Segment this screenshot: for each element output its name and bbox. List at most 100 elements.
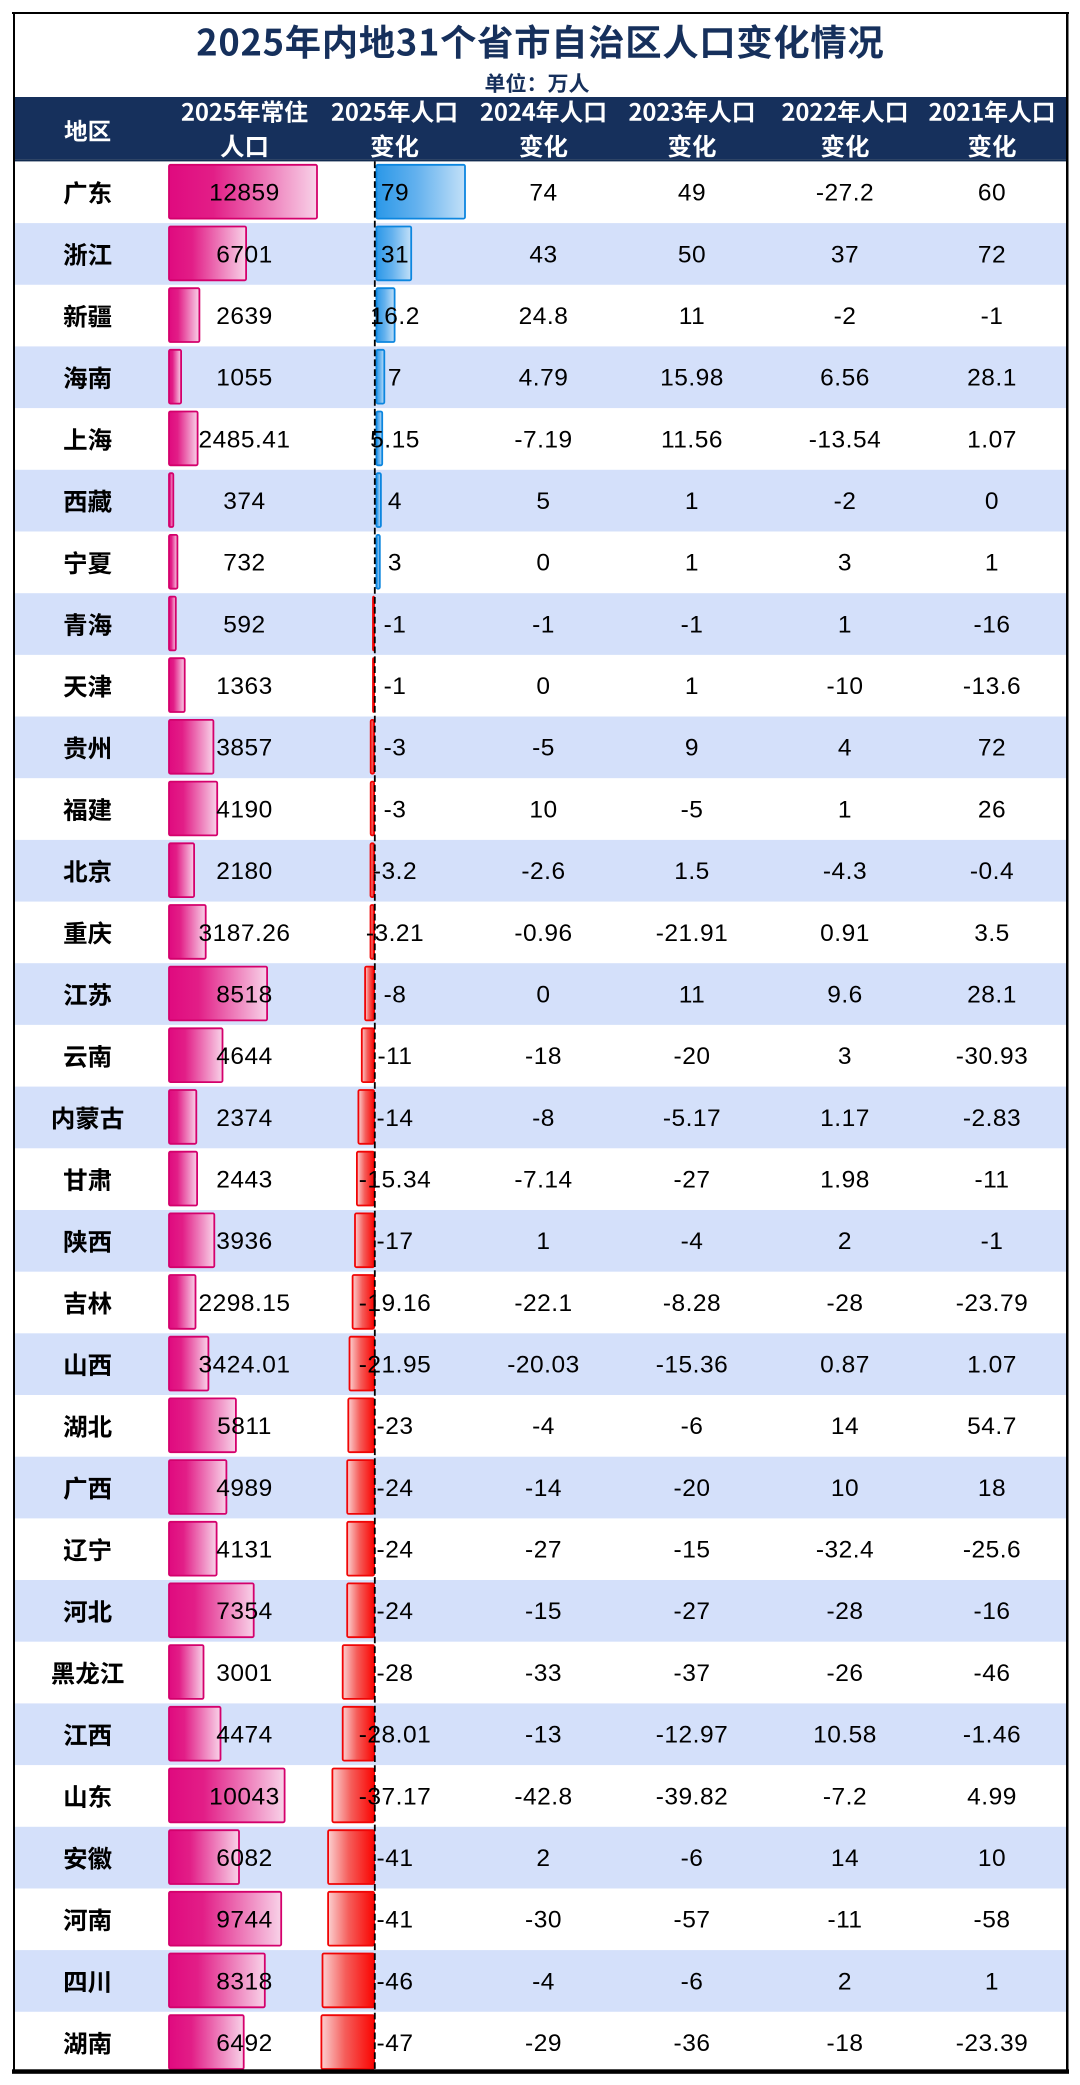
svg-text:0: 0 [536,981,550,1008]
svg-text:-15.34: -15.34 [359,1167,431,1194]
svg-text:-4: -4 [532,1413,555,1440]
svg-text:10: 10 [831,1475,859,1502]
svg-text:-20: -20 [674,1043,711,1070]
svg-text:0: 0 [536,550,550,577]
svg-text:-3.21: -3.21 [366,920,424,947]
svg-text:-8: -8 [532,1105,555,1132]
svg-text:-2: -2 [834,303,857,330]
svg-text:54.7: 54.7 [967,1413,1017,1440]
svg-text:-33: -33 [525,1660,562,1687]
svg-text:2443: 2443 [216,1167,273,1194]
svg-text:0.87: 0.87 [820,1352,870,1379]
svg-text:4: 4 [838,735,852,762]
svg-text:3187.26: 3187.26 [198,920,290,947]
svg-text:3: 3 [838,1043,852,1070]
svg-text:11.56: 11.56 [661,426,723,453]
svg-text:3424.01: 3424.01 [198,1352,290,1379]
svg-text:11: 11 [679,981,705,1008]
svg-text:3001: 3001 [216,1660,273,1687]
svg-text:-27: -27 [674,1167,711,1194]
svg-text:-42.8: -42.8 [514,1783,572,1810]
svg-text:49: 49 [678,180,706,207]
svg-text:4474: 4474 [216,1722,273,1749]
svg-text:-11: -11 [974,1167,1009,1194]
svg-text:-37.17: -37.17 [359,1783,431,1810]
svg-text:-1: -1 [981,303,1004,330]
svg-text:1.17: 1.17 [820,1105,870,1132]
svg-text:-27.2: -27.2 [816,180,874,207]
svg-text:24.8: 24.8 [519,303,569,330]
svg-text:50: 50 [678,241,706,268]
svg-text:6492: 6492 [216,2030,273,2057]
svg-text:2180: 2180 [216,858,273,885]
svg-text:15.98: 15.98 [660,365,724,392]
svg-text:-13.6: -13.6 [963,673,1021,700]
svg-text:-5.17: -5.17 [663,1105,721,1132]
svg-text:-3: -3 [384,796,407,823]
svg-text:1: 1 [985,550,999,577]
svg-text:5: 5 [536,488,550,515]
svg-text:-14: -14 [377,1105,414,1132]
svg-text:-18: -18 [827,2030,864,2057]
svg-text:-8.28: -8.28 [663,1290,721,1317]
svg-text:-6: -6 [681,1968,704,1995]
svg-text:-1: -1 [384,673,407,700]
svg-text:-7.14: -7.14 [514,1167,572,1194]
svg-text:-13.54: -13.54 [809,426,881,453]
svg-text:1: 1 [685,673,699,700]
svg-text:3857: 3857 [216,735,273,762]
svg-text:-16: -16 [974,1598,1011,1625]
svg-text:-28: -28 [827,1290,864,1317]
svg-text:-24: -24 [377,1475,414,1502]
svg-text:-23.79: -23.79 [956,1290,1028,1317]
svg-text:28.1: 28.1 [967,365,1017,392]
svg-text:-24: -24 [377,1598,414,1625]
svg-text:5.15: 5.15 [370,426,420,453]
svg-text:-47: -47 [377,2030,414,2057]
svg-text:-2.83: -2.83 [963,1105,1021,1132]
svg-text:0: 0 [536,673,550,700]
svg-text:0: 0 [985,488,999,515]
svg-text:-27: -27 [674,1598,711,1625]
svg-text:-26: -26 [827,1660,864,1687]
svg-text:-25.6: -25.6 [963,1537,1021,1564]
svg-text:-57: -57 [674,1907,711,1934]
svg-text:-0.96: -0.96 [514,920,572,947]
svg-text:-1: -1 [981,1228,1004,1255]
svg-text:14: 14 [831,1845,859,1872]
svg-text:18: 18 [978,1475,1006,1502]
svg-text:4989: 4989 [216,1475,273,1502]
svg-text:-8: -8 [384,981,407,1008]
svg-text:-11: -11 [377,1043,412,1070]
svg-text:31: 31 [381,241,409,268]
svg-text:-27: -27 [525,1537,562,1564]
svg-text:79: 79 [381,180,409,207]
svg-text:-20.03: -20.03 [507,1352,579,1379]
svg-text:-11: -11 [827,1907,862,1934]
svg-text:-14: -14 [525,1475,562,1502]
svg-text:3.5: 3.5 [974,920,1010,947]
svg-text:26: 26 [978,796,1006,823]
svg-text:0.91: 0.91 [820,920,870,947]
svg-text:2485.41: 2485.41 [198,426,290,453]
svg-text:4.79: 4.79 [519,365,569,392]
svg-text:60: 60 [978,180,1006,207]
svg-text:-28: -28 [827,1598,864,1625]
svg-text:-24: -24 [377,1537,414,1564]
svg-text:-46: -46 [974,1660,1011,1687]
svg-text:-17: -17 [377,1228,414,1255]
svg-text:4131: 4131 [216,1537,273,1564]
svg-text:-5: -5 [681,796,704,823]
svg-text:-32.4: -32.4 [816,1537,874,1564]
svg-text:-13: -13 [525,1722,562,1749]
svg-text:72: 72 [978,735,1006,762]
svg-text:-12.97: -12.97 [656,1722,728,1749]
svg-text:-15: -15 [674,1537,711,1564]
svg-text:-7.19: -7.19 [514,426,572,453]
svg-text:-21.95: -21.95 [359,1352,431,1379]
svg-text:-15: -15 [525,1598,562,1625]
svg-text:3936: 3936 [216,1228,273,1255]
svg-text:-15.36: -15.36 [656,1352,728,1379]
svg-text:-41: -41 [377,1845,414,1872]
svg-text:2374: 2374 [216,1105,273,1132]
